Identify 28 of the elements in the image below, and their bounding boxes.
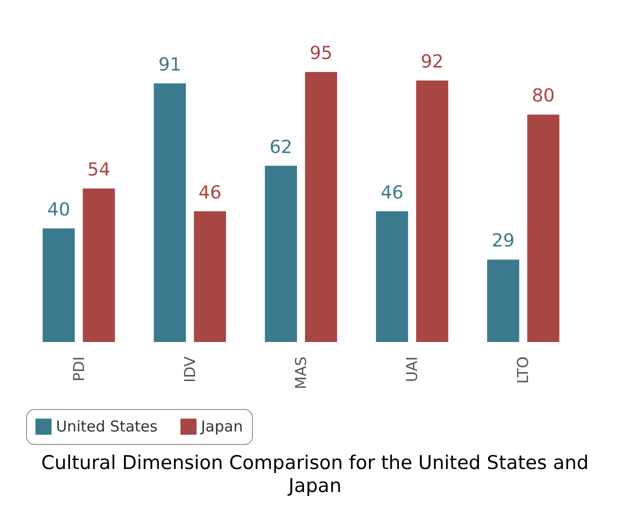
bar (194, 211, 226, 342)
data-label: 91 (158, 54, 182, 76)
data-label: 46 (198, 182, 222, 204)
x-tick-label: IDV (180, 356, 199, 382)
data-label: 62 (269, 136, 292, 158)
x-tick-label: PDI (70, 356, 88, 382)
bar (305, 72, 338, 342)
data-label: 80 (532, 86, 555, 107)
data-label: 92 (420, 52, 444, 73)
x-tick-label: MAS (292, 356, 310, 390)
bar (42, 228, 75, 342)
bar (154, 83, 186, 342)
bar (264, 166, 297, 342)
bar (416, 80, 448, 342)
bar (82, 188, 115, 342)
text: Cultural Dimension Comparison for the United States and Japan (40, 452, 590, 498)
data-label: 46 (380, 182, 404, 204)
bar (527, 114, 560, 342)
bar (376, 211, 408, 342)
bar (487, 260, 520, 342)
x-tick-label: LTO (514, 356, 532, 384)
data-label: 40 (47, 199, 70, 220)
data-label: 95 (310, 43, 333, 64)
x-tick-label: UAI (403, 356, 422, 382)
data-label: 29 (492, 230, 515, 252)
data-label: 54 (87, 160, 110, 181)
legend-label: Japan (200, 418, 243, 436)
legend-label: United States (56, 418, 158, 436)
